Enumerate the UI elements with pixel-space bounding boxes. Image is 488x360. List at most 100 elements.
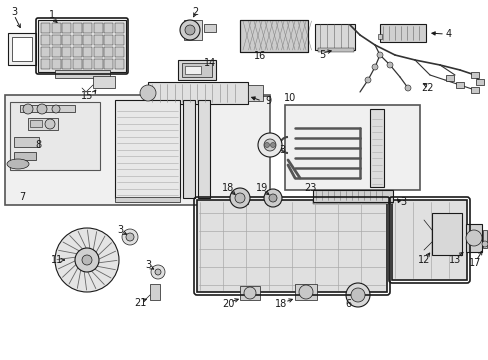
Circle shape (364, 77, 370, 83)
Bar (41, 59, 50, 69)
Bar (104, 35, 113, 45)
Bar (12, 37, 32, 61)
Bar (285, 105, 419, 190)
Circle shape (122, 229, 138, 245)
Text: 14: 14 (203, 58, 216, 68)
Bar (41, 35, 50, 45)
Text: 20: 20 (222, 299, 234, 309)
Bar (93, 59, 102, 69)
Bar (38, 20, 126, 72)
Bar (14, 152, 36, 160)
Bar (83, 59, 92, 69)
Bar (240, 20, 307, 52)
Bar (115, 197, 180, 202)
Circle shape (404, 85, 410, 91)
Text: 3: 3 (11, 7, 17, 17)
Text: 3: 3 (144, 260, 151, 270)
Bar (8, 33, 36, 65)
Bar (314, 24, 354, 50)
Bar (470, 72, 478, 78)
Bar (312, 201, 392, 204)
Bar (62, 35, 71, 45)
Ellipse shape (7, 159, 29, 169)
Text: 13: 13 (448, 255, 460, 265)
Bar (104, 47, 113, 57)
Circle shape (126, 233, 134, 241)
Circle shape (23, 104, 33, 114)
Circle shape (268, 194, 276, 202)
Bar (470, 87, 478, 93)
Text: 1: 1 (49, 10, 55, 20)
Bar (114, 35, 123, 45)
Bar (5, 95, 269, 205)
Bar (93, 23, 102, 33)
Bar (41, 23, 50, 33)
Text: 3: 3 (278, 145, 285, 155)
Bar (317, 48, 353, 52)
Bar (482, 230, 486, 248)
Bar (198, 100, 209, 198)
Bar (182, 63, 212, 77)
Bar (104, 59, 113, 69)
Text: 12: 12 (417, 255, 429, 265)
Circle shape (55, 228, 119, 292)
Text: 18: 18 (274, 299, 286, 309)
Text: 8: 8 (35, 140, 41, 150)
Bar (183, 100, 195, 198)
Bar (431, 213, 461, 255)
Bar (20, 105, 75, 112)
Bar (51, 47, 61, 57)
Circle shape (258, 133, 282, 157)
Circle shape (75, 248, 99, 272)
Bar (184, 66, 201, 74)
Bar (312, 190, 392, 202)
Bar (240, 286, 260, 300)
Circle shape (264, 189, 282, 207)
Circle shape (244, 287, 256, 299)
Text: 23: 23 (303, 183, 316, 193)
Bar (72, 23, 81, 33)
Bar (148, 82, 247, 104)
Bar (72, 47, 81, 57)
Text: 15: 15 (81, 91, 93, 101)
Bar (93, 35, 102, 45)
Bar (377, 34, 381, 39)
Text: 21: 21 (134, 298, 146, 308)
Bar (197, 200, 386, 292)
Circle shape (45, 119, 55, 129)
Bar (104, 23, 113, 33)
Circle shape (298, 285, 312, 299)
Circle shape (235, 193, 244, 203)
Text: 19: 19 (255, 183, 267, 193)
Circle shape (140, 85, 156, 101)
Bar (115, 100, 180, 198)
Text: 7: 7 (19, 192, 25, 202)
Bar (28, 118, 58, 130)
Text: 17: 17 (468, 258, 480, 268)
Bar (369, 109, 383, 187)
Text: 3: 3 (399, 197, 405, 207)
Bar (445, 75, 453, 81)
Bar (178, 60, 216, 80)
Circle shape (37, 104, 47, 114)
Bar (51, 35, 61, 45)
Bar (30, 120, 42, 127)
Text: 9: 9 (264, 96, 270, 106)
Text: 2: 2 (191, 7, 198, 17)
Bar (62, 23, 71, 33)
Circle shape (155, 269, 161, 275)
Bar (379, 24, 425, 42)
Bar (247, 85, 263, 101)
Bar (114, 59, 123, 69)
Text: 22: 22 (421, 83, 433, 93)
Text: 10: 10 (284, 93, 296, 103)
Bar (83, 35, 92, 45)
Bar (72, 35, 81, 45)
Text: 16: 16 (253, 51, 265, 61)
Bar (93, 76, 115, 88)
Circle shape (151, 265, 164, 279)
Bar (150, 284, 160, 300)
Bar (55, 70, 110, 78)
Circle shape (184, 25, 195, 35)
Bar (475, 79, 483, 85)
